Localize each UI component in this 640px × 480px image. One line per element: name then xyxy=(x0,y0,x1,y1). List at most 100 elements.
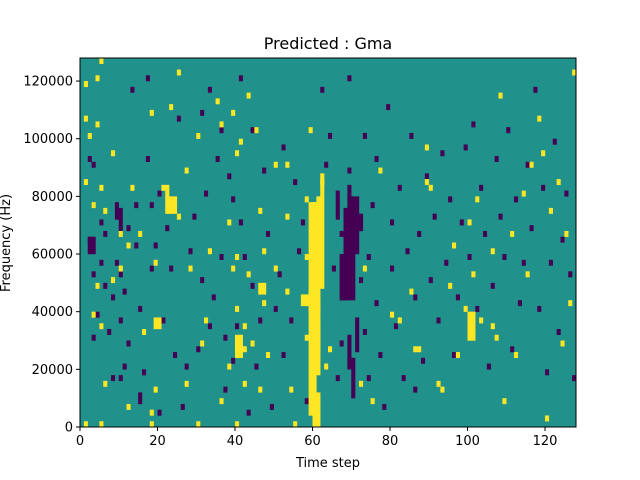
heatmap-high-cell xyxy=(304,254,309,260)
heatmap-low-cell xyxy=(262,167,267,174)
heatmap-low-cell xyxy=(424,173,429,180)
plot-frame xyxy=(79,57,577,428)
heatmap-high-cell xyxy=(273,265,278,272)
heatmap-low-cell xyxy=(366,375,371,382)
heatmap-high-cell xyxy=(235,150,240,157)
y-tick-label: 100000 xyxy=(23,132,73,147)
heatmap-high-cell xyxy=(362,265,367,272)
heatmap-high-band xyxy=(316,392,321,416)
heatmap-low-cell xyxy=(525,161,530,168)
heatmap-low-cell xyxy=(393,323,398,330)
heatmap-low-cell xyxy=(374,300,379,307)
heatmap-high-cell xyxy=(273,161,278,168)
y-tick-label: 0 xyxy=(65,421,73,436)
heatmap-low-cell xyxy=(417,230,422,237)
heatmap-low-cell xyxy=(223,386,228,393)
heatmap-low-cell xyxy=(114,213,119,220)
heatmap-high-cell xyxy=(409,288,414,295)
heatmap-low-cell xyxy=(153,242,158,249)
heatmap-low-cell xyxy=(246,409,251,416)
heatmap-low-cell xyxy=(235,323,240,330)
heatmap-low-cell xyxy=(107,328,112,335)
heatmap-low-cell xyxy=(370,202,375,209)
heatmap-high-cell xyxy=(556,179,561,186)
heatmap-low-cell xyxy=(289,317,294,324)
heatmap-high-band xyxy=(258,282,267,295)
heatmap-high-cell xyxy=(83,81,88,88)
heatmap-high-cell xyxy=(200,340,205,347)
heatmap-high-cell xyxy=(103,207,108,214)
heatmap-low-cell xyxy=(184,363,189,370)
chart-title: Predicted : Gma xyxy=(264,34,392,53)
heatmap-high-cell xyxy=(475,196,480,203)
heatmap-low-cell xyxy=(359,277,364,284)
heatmap-low-cell xyxy=(200,109,205,116)
heatmap-low-cell xyxy=(293,179,298,186)
heatmap-high-cell xyxy=(91,202,96,209)
heatmap-low-cell xyxy=(188,248,193,255)
heatmap-high-cell xyxy=(242,346,247,353)
heatmap-high-cell xyxy=(130,184,135,191)
heatmap-low-cell xyxy=(572,375,577,382)
heatmap-low-cell xyxy=(409,132,414,139)
heatmap-low-cell xyxy=(533,86,538,93)
heatmap-low-cell xyxy=(343,294,348,301)
heatmap-high-cell xyxy=(111,277,116,284)
heatmap-low-cell xyxy=(281,352,286,359)
heatmap-high-cell xyxy=(95,121,100,128)
heatmap-high-cell xyxy=(324,363,329,370)
heatmap-high-cell xyxy=(293,421,298,428)
heatmap-high-cell xyxy=(490,323,495,330)
heatmap-low-cell xyxy=(335,190,340,197)
heatmap-low-cell xyxy=(498,213,503,220)
heatmap-high-cell xyxy=(479,317,484,324)
heatmap-high-cell xyxy=(494,334,499,341)
heatmap-low-cell xyxy=(362,132,367,139)
heatmap-high-cell xyxy=(452,242,457,249)
heatmap-high-cell xyxy=(149,409,154,416)
heatmap-high-band xyxy=(312,334,321,376)
heatmap-high-cell xyxy=(235,254,240,260)
heatmap-low-cell xyxy=(545,369,550,376)
heatmap-low-band xyxy=(347,334,352,370)
heatmap-low-cell xyxy=(521,259,526,266)
heatmap-high-cell xyxy=(219,121,224,128)
heatmap-high-cell xyxy=(510,230,515,237)
y-tick-label: 80000 xyxy=(32,190,73,205)
heatmap-low-cell xyxy=(382,403,387,410)
heatmap-high-cell xyxy=(235,421,240,428)
heatmap-low-band xyxy=(114,202,119,214)
heatmap-high-cell xyxy=(184,167,189,174)
heatmap-high-cell xyxy=(138,230,143,237)
heatmap-low-cell xyxy=(339,340,344,347)
heatmap-low-cell xyxy=(169,265,174,272)
heatmap-low-cell xyxy=(138,392,143,399)
heatmap-high-cell xyxy=(169,104,174,111)
heatmap-low-cell xyxy=(207,86,212,93)
heatmap-low-cell xyxy=(517,300,522,307)
heatmap-high-cell xyxy=(227,219,232,226)
heatmap-high-cell xyxy=(111,150,116,157)
heatmap-low-cell xyxy=(215,156,220,162)
heatmap-low-cell xyxy=(374,156,379,162)
heatmap-high-cell xyxy=(262,300,267,307)
heatmap-high-cell xyxy=(153,386,158,393)
heatmap-low-cell xyxy=(176,115,181,122)
x-tick-label: 40 xyxy=(227,434,244,449)
heatmap-low-cell xyxy=(91,161,96,168)
heatmap-high-cell xyxy=(118,265,123,272)
heatmap-low-cell xyxy=(479,184,484,191)
heatmap-high-cell xyxy=(231,265,236,272)
heatmap-low-cell xyxy=(475,305,480,312)
heatmap-low-cell xyxy=(297,248,302,255)
heatmap-high-cell xyxy=(521,190,526,197)
heatmap-high-cell xyxy=(258,386,263,393)
heatmap-low-cell xyxy=(95,311,100,318)
heatmap-low-cell xyxy=(254,363,259,370)
heatmap-high-cell xyxy=(238,138,243,145)
heatmap-high-cell xyxy=(428,184,433,191)
heatmap-low-cell xyxy=(87,236,92,243)
heatmap-high-cell xyxy=(87,132,92,139)
heatmap-low-cell xyxy=(355,213,360,220)
x-tick-label: 0 xyxy=(76,434,84,449)
